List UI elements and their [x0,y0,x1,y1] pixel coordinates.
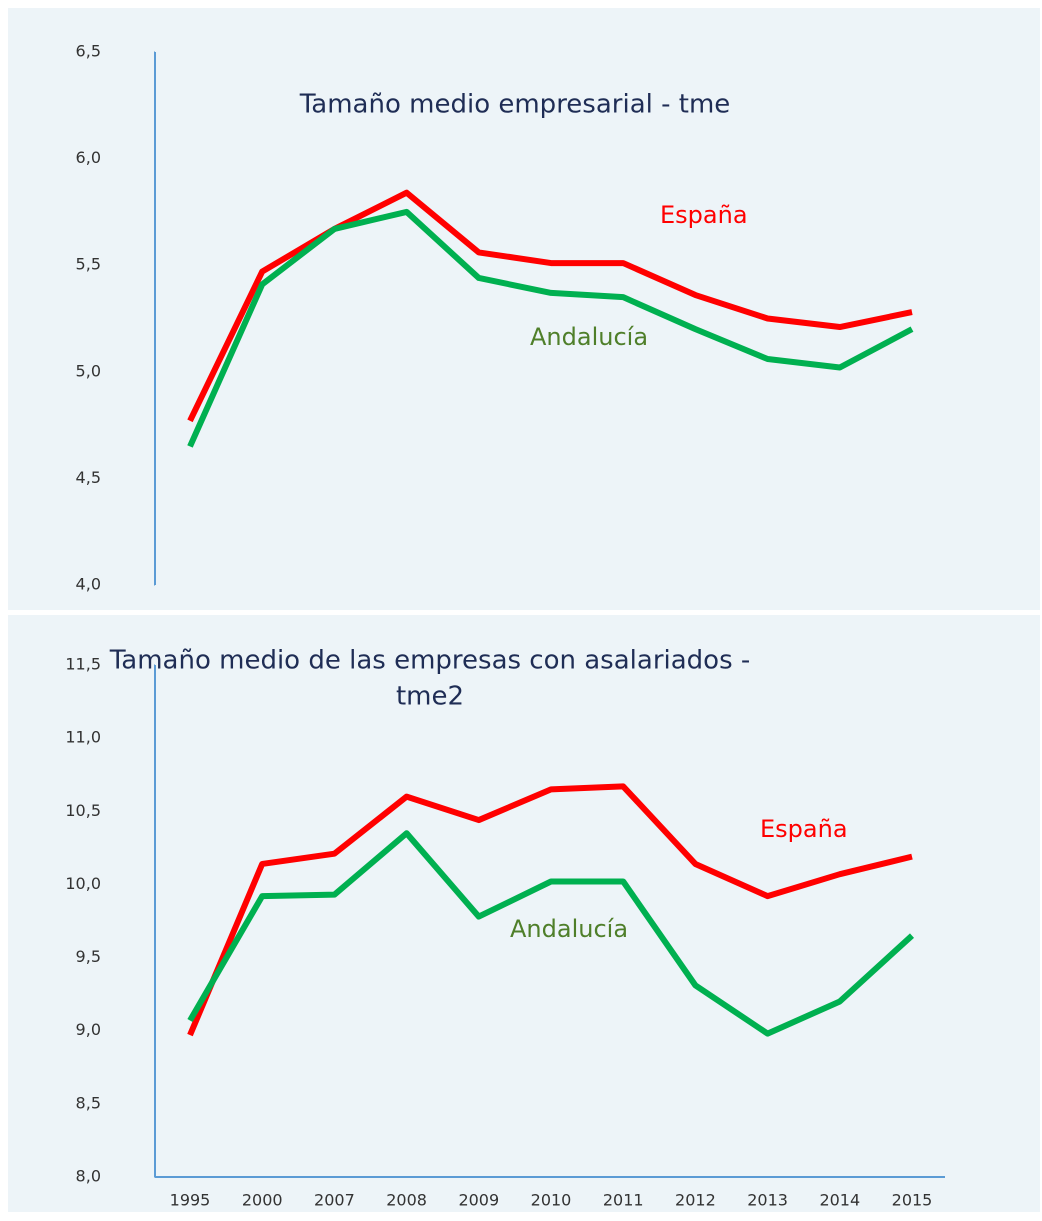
panel [8,8,1040,610]
y-tick-label: 10,0 [65,874,101,893]
x-tick-label: 2015 [892,1191,933,1210]
chart-title: tme2 [396,682,464,712]
y-tick-label: 11,5 [65,655,101,674]
x-tick-label: 2013 [747,1191,788,1210]
x-tick-label: 2010 [531,1191,572,1210]
series-label: España [660,201,748,229]
x-tick-label: 2000 [242,1191,283,1210]
series-line [187,783,913,1037]
y-tick-label: 10,5 [65,801,101,820]
series-line [187,208,914,448]
y-tick-label: 5,0 [76,361,101,380]
series-label: Andalucía [530,323,648,351]
y-tick-label: 5,5 [76,255,101,274]
chart-title: Tamaño medio empresarial - tme [299,90,731,120]
x-tick-label: 2009 [458,1191,499,1210]
panel [8,615,1040,1212]
x-tick-label: 2008 [386,1191,427,1210]
x-tick-label: 2012 [675,1191,716,1210]
x-tick-label: 2014 [819,1191,860,1210]
y-tick-label: 9,5 [76,947,101,966]
y-tick-label: 6,5 [76,42,101,61]
y-tick-label: 6,0 [76,148,101,167]
y-tick-label: 9,0 [76,1020,101,1039]
series-label: España [760,815,848,843]
x-tick-label: 2007 [314,1191,355,1210]
x-tick-label: 1995 [170,1191,211,1210]
y-tick-label: 4,0 [76,575,101,594]
chart-title: Tamaño medio de las empresas con asalari… [109,646,751,676]
series-line [187,189,913,423]
y-tick-label: 8,0 [76,1167,101,1186]
series-label: Andalucía [510,915,628,943]
series-line [187,830,915,1037]
y-tick-label: 8,5 [76,1093,101,1112]
x-tick-label: 2011 [603,1191,644,1210]
y-tick-label: 11,0 [65,728,101,747]
y-tick-label: 4,5 [76,468,101,487]
